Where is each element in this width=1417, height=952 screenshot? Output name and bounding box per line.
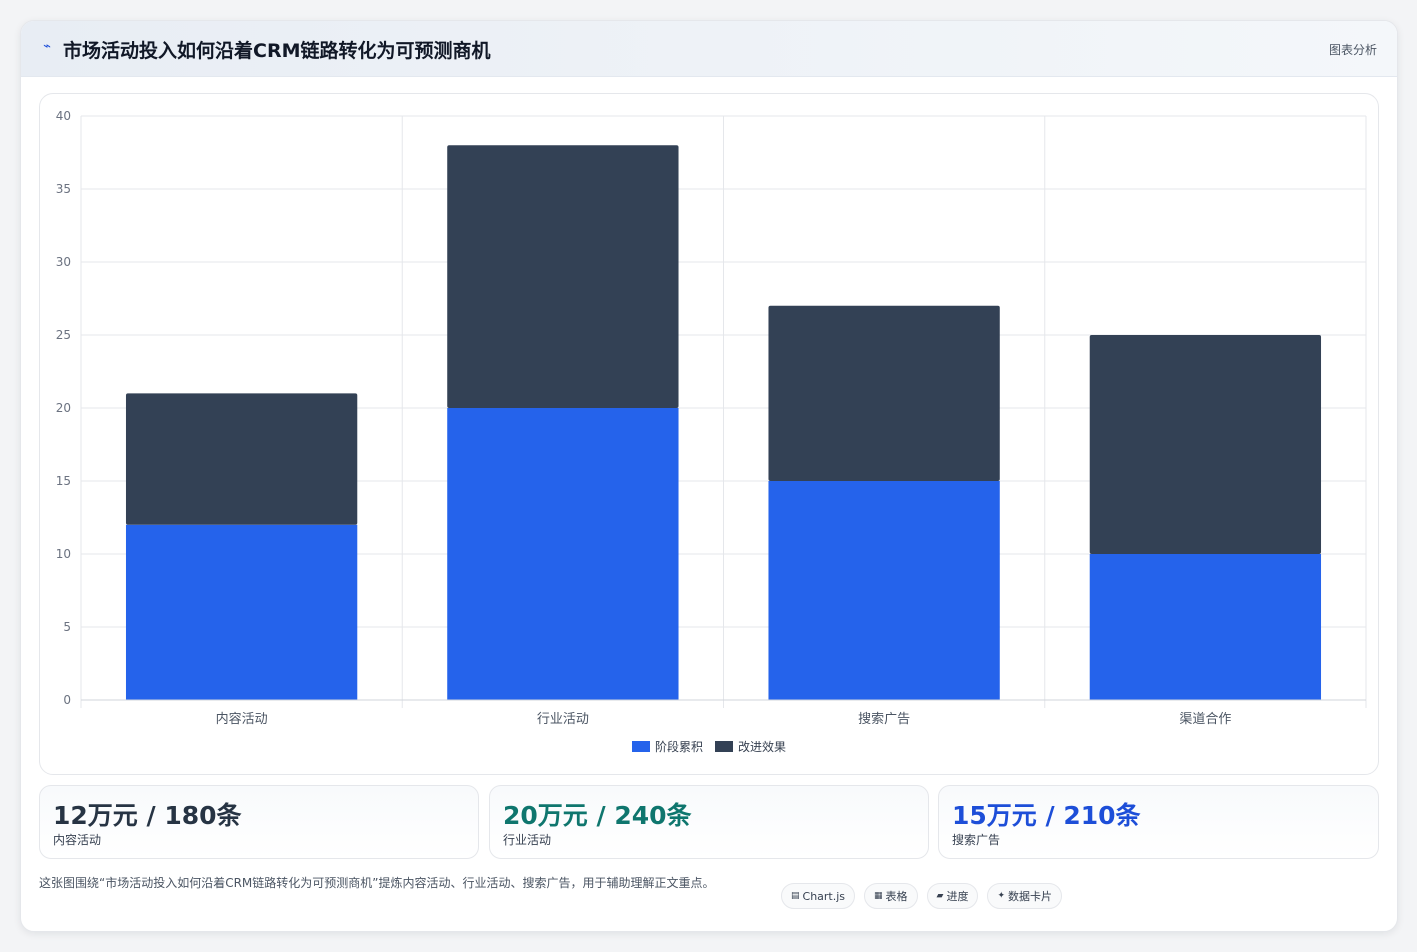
chart-legend: 阶段累积 改进效果 [40, 737, 1378, 755]
chart-card: ⌁ 市场活动投入如何沿着CRM链路转化为可预测商机 图表分析 0 5 10 15 20 2… [20, 20, 1398, 932]
stat-label: 行业活动 [503, 833, 552, 847]
card-header: ⌁ 市场活动投入如何沿着CRM链路转化为可预测商机 图表分析 [21, 21, 1397, 77]
x-tick-label: 行业活动 [537, 712, 589, 727]
y-tick-label: 35 [56, 182, 71, 196]
chip-data-card[interactable]: ✦ 数据卡片 [987, 883, 1063, 909]
stat-card-search: 15万元 / 210条 搜索广告 [938, 785, 1379, 859]
stat-value: 20万元 / 240条 [503, 801, 692, 830]
chip-table[interactable]: ▦ 表格 [864, 883, 918, 909]
x-tick-label: 渠道合作 [1179, 712, 1231, 727]
y-tick-label: 40 [56, 109, 71, 123]
progress-icon: ▰ [936, 891, 944, 901]
y-tick-label: 20 [56, 401, 71, 415]
y-tick-label: 0 [63, 693, 71, 707]
legend-label-stage: 阶段累积 [654, 739, 703, 754]
chart-container: 0 5 10 15 20 25 30 35 40 内容活动 行业活动 搜索广告 渠道合作 阶段累积 改进… [39, 93, 1379, 775]
legend-item-improve[interactable]: 改进效果 [715, 737, 786, 755]
x-tick-label: 内容活动 [216, 711, 268, 727]
chart-analysis-tag: 图表分析 [1328, 43, 1377, 57]
page-title: 市场活动投入如何沿着CRM链路转化为可预测商机 [63, 40, 491, 62]
stat-card-industry: 20万元 / 240条 行业活动 [489, 785, 929, 859]
chart-icon: ▤ [791, 891, 800, 901]
chip-chartjs[interactable]: ▤ Chart.js [781, 883, 856, 909]
table-icon: ▦ [874, 891, 883, 901]
trend-icon: ⌁ [43, 39, 51, 54]
y-tick-label: 25 [56, 328, 71, 342]
legend-label-improve: 改进效果 [738, 739, 787, 754]
stat-value: 15万元 / 210条 [952, 801, 1141, 830]
chip-label: 表格 [885, 890, 908, 903]
y-tick-label: 5 [63, 620, 71, 634]
bar-improve [768, 305, 1000, 481]
chip-label: 数据卡片 [1008, 890, 1053, 903]
bar-stage [125, 524, 358, 700]
legend-swatch-stage [631, 740, 650, 752]
bar-stage [1089, 554, 1322, 700]
bar-stage [768, 481, 1000, 700]
chip-label: Chart.js [802, 889, 846, 903]
stat-card-content: 12万元 / 180条 内容活动 [39, 785, 479, 859]
chart-description: 这张图围绕“市场活动投入如何沿着CRM链路转化为可预测商机”提炼内容活动、行业活… [39, 876, 715, 890]
bar-improve [1089, 335, 1322, 554]
stacked-bar-chart: 0 5 10 15 20 25 30 35 40 内容活动 行业活动 搜索广告 渠道合作 [56, 109, 1367, 727]
y-tick-label: 10 [56, 547, 71, 561]
legend-item-stage[interactable]: 阶段累积 [631, 737, 703, 755]
stat-label: 内容活动 [53, 833, 102, 847]
sparkle-icon: ✦ [997, 891, 1006, 901]
chip-progress[interactable]: ▰ 进度 [926, 883, 979, 909]
legend-swatch-improve [715, 740, 733, 752]
bar-improve [125, 393, 358, 525]
x-tick-label: 搜索广告 [858, 712, 910, 727]
stat-value: 12万元 / 180条 [53, 801, 242, 830]
bar-stage [447, 408, 679, 700]
stat-label: 搜索广告 [952, 833, 1001, 847]
chip-label: 进度 [946, 890, 969, 903]
y-tick-label: 15 [56, 474, 71, 488]
y-tick-label: 30 [56, 255, 71, 269]
feature-chips: ▤ Chart.js ▦ 表格 ▰ 进度 ✦ 数据卡片 [781, 883, 1063, 909]
bar-improve [447, 145, 679, 408]
